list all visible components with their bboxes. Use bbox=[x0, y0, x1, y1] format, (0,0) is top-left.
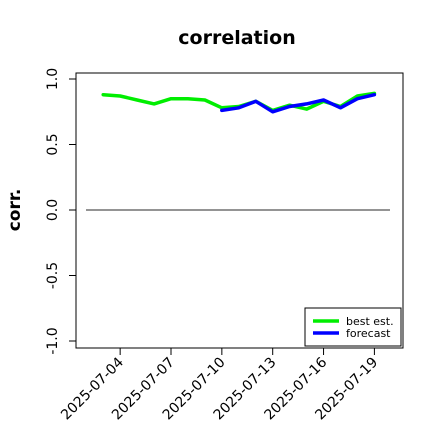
legend-label: forecast bbox=[346, 327, 391, 340]
y-tick-label: -0.5 bbox=[45, 262, 61, 289]
series-line-2 bbox=[220, 92, 377, 114]
x-axis: 2025-07-042025-07-072025-07-102025-07-13… bbox=[58, 348, 381, 423]
y-axis: -1.0 -0.5 0.0 0.5 1.0 bbox=[45, 68, 390, 355]
legend-label: best est. bbox=[346, 315, 394, 328]
legend-box bbox=[304, 307, 402, 347]
y-tick-label: -1.0 bbox=[45, 327, 61, 354]
y-tick-label: 0.0 bbox=[45, 199, 61, 221]
legend: best est.forecast bbox=[304, 307, 402, 347]
y-tick-label: 0.5 bbox=[45, 133, 61, 155]
y-tick-label: 1.0 bbox=[45, 68, 61, 90]
y-axis-label: corr. bbox=[5, 189, 25, 232]
chart-title: correlation bbox=[178, 27, 295, 49]
series-layer bbox=[101, 91, 377, 114]
